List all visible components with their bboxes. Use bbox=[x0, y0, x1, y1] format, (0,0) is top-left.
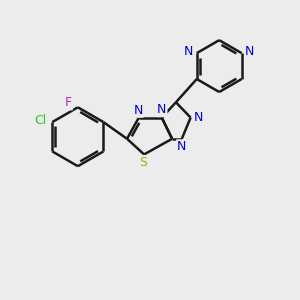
Text: N: N bbox=[184, 45, 193, 58]
Text: F: F bbox=[65, 96, 72, 110]
Text: N: N bbox=[177, 140, 187, 153]
Text: N: N bbox=[245, 45, 255, 58]
Text: N: N bbox=[194, 111, 204, 124]
Text: Cl: Cl bbox=[34, 114, 46, 127]
Text: N: N bbox=[157, 103, 167, 116]
Text: S: S bbox=[140, 156, 148, 169]
Text: N: N bbox=[134, 104, 143, 117]
